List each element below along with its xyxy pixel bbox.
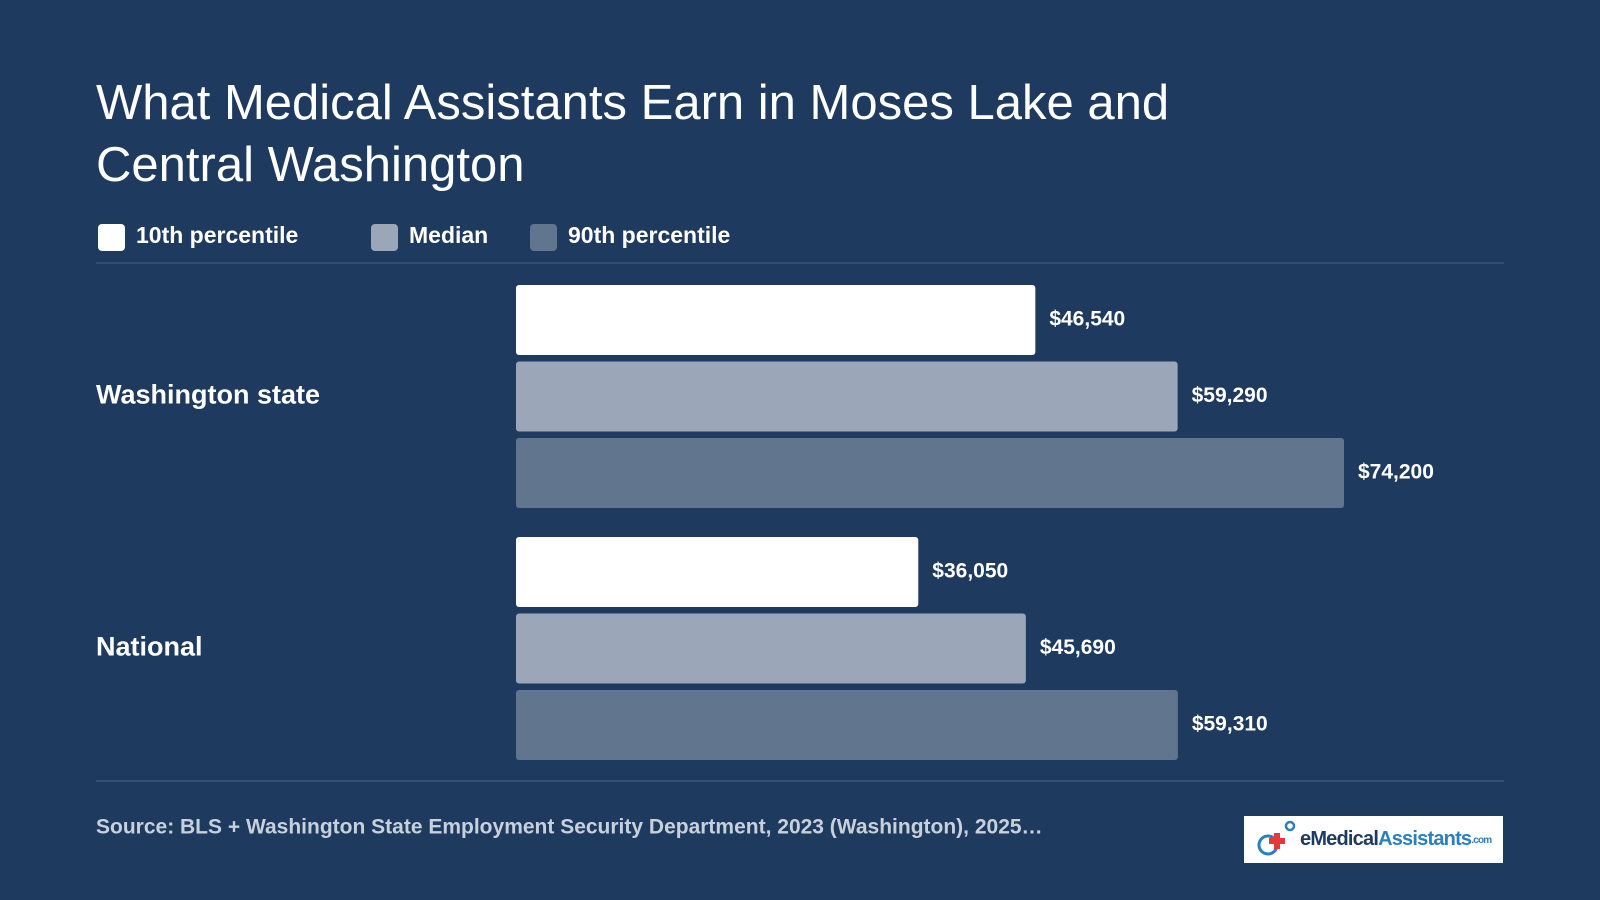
logo-icon	[1269, 833, 1285, 849]
category-label: Washington state	[96, 380, 320, 410]
bar	[516, 361, 1178, 432]
bar	[516, 438, 1344, 508]
bar	[516, 690, 1178, 760]
logo-suffix: .com	[1471, 835, 1492, 846]
logo-icon	[1284, 820, 1296, 832]
value-label: $59,310	[1192, 713, 1268, 736]
legend-label: 10th percentile	[136, 222, 298, 248]
legend-label: Median	[409, 222, 488, 248]
chart-title: Central Washington	[96, 138, 525, 192]
value-label: $74,200	[1358, 461, 1434, 484]
legend-label: 90th percentile	[568, 222, 730, 248]
logo-prefix: eMedical	[1300, 828, 1378, 850]
bar	[516, 613, 1026, 684]
logo-main: Assistants	[1378, 828, 1472, 850]
value-label: $45,690	[1040, 636, 1116, 659]
chart-title: What Medical Assistants Earn in Moses La…	[96, 76, 1169, 130]
legend-swatch	[371, 224, 398, 251]
value-label: $46,540	[1049, 308, 1125, 331]
category-label: National	[96, 632, 203, 662]
legend-swatch	[98, 224, 125, 251]
bar	[516, 285, 1036, 355]
logo-text: eMedicalAssistants.com	[1300, 828, 1492, 850]
legend-swatch	[530, 224, 557, 251]
source-note: Source: BLS + Washington State Employmen…	[96, 816, 1043, 839]
bar	[516, 537, 919, 607]
value-label: $59,290	[1192, 384, 1268, 407]
value-label: $36,050	[932, 560, 1008, 583]
